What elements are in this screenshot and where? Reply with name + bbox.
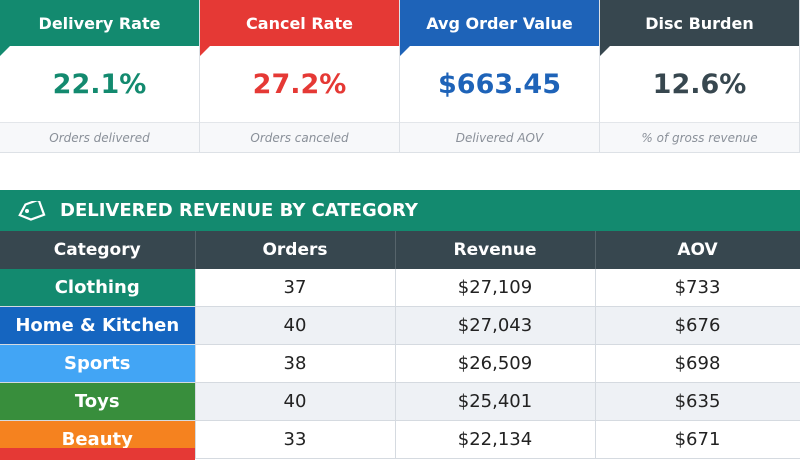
value-cell: 40 <box>195 382 396 421</box>
value-cell: $27,109 <box>395 269 596 307</box>
kpi-value: 12.6% <box>600 46 799 122</box>
kpi-title: Delivery Rate <box>0 0 199 46</box>
kpi-value: $663.45 <box>400 46 599 122</box>
column-header: Category <box>0 231 196 269</box>
column-header: AOV <box>595 231 800 269</box>
value-cell: $22,134 <box>395 420 596 459</box>
kpi-note: Orders delivered <box>0 122 199 153</box>
kpi-note: % of gross revenue <box>600 122 799 153</box>
value-cell: 40 <box>195 306 396 345</box>
section-title: DELIVERED REVENUE BY CATEGORY <box>60 200 418 221</box>
kpi-corner <box>400 46 410 56</box>
kpi-title: Avg Order Value <box>400 0 599 46</box>
kpi-value: 22.1% <box>0 46 199 122</box>
category-cell: Home & Kitchen <box>0 306 196 345</box>
kpi-corner <box>600 46 610 56</box>
value-cell: $635 <box>595 382 800 421</box>
kpi-title: Cancel Rate <box>200 0 399 46</box>
kpi-note: Delivered AOV <box>400 122 599 153</box>
value-cell: 33 <box>195 420 396 459</box>
category-cell: Toys <box>0 382 196 421</box>
kpi-title: Disc Burden <box>600 0 799 46</box>
value-cell: $26,509 <box>395 344 596 383</box>
kpi-card: Delivery Rate 22.1% Orders delivered <box>0 0 200 153</box>
column-header: Orders <box>195 231 396 269</box>
table-row: Home & Kitchen 40 $27,043 $676 <box>0 306 800 345</box>
table-row: Sports 38 $26,509 $698 <box>0 344 800 383</box>
header-row: Category Orders Revenue AOV <box>0 231 800 269</box>
kpi-note: Orders canceled <box>200 122 399 153</box>
value-cell: $27,043 <box>395 306 596 345</box>
column-header: Revenue <box>395 231 596 269</box>
value-cell: 38 <box>195 344 396 383</box>
value-cell: $676 <box>595 306 800 345</box>
category-cell: Sports <box>0 344 196 383</box>
section-header: DELIVERED REVENUE BY CATEGORY <box>0 190 800 231</box>
kpi-card: Cancel Rate 27.2% Orders canceled <box>200 0 400 153</box>
kpi-corner <box>0 46 10 56</box>
kpi-card: Disc Burden 12.6%% of gross revenue <box>600 0 800 153</box>
partial-row <box>0 448 195 460</box>
category-cell: Clothing <box>0 269 196 307</box>
kpi-card: Avg Order Value $663.45 Delivered AOV <box>400 0 600 153</box>
table-row: Clothing 37 $27,109 $733 <box>0 269 800 307</box>
value-cell: 37 <box>195 269 396 307</box>
category-table: Category Orders Revenue AOV Clothing 37 $27,1… <box>0 231 800 459</box>
kpi-row: Delivery Rate 22.1% Orders delivered Cancel… <box>0 0 800 153</box>
value-cell: $25,401 <box>395 382 596 421</box>
table-row: Toys 40 $25,401 $635 <box>0 382 800 421</box>
value-cell: $698 <box>595 344 800 383</box>
kpi-corner <box>200 46 210 56</box>
value-cell: $671 <box>595 420 800 459</box>
value-cell: $733 <box>595 269 800 307</box>
kpi-value: 27.2% <box>200 46 399 122</box>
tag-icon <box>18 200 46 221</box>
